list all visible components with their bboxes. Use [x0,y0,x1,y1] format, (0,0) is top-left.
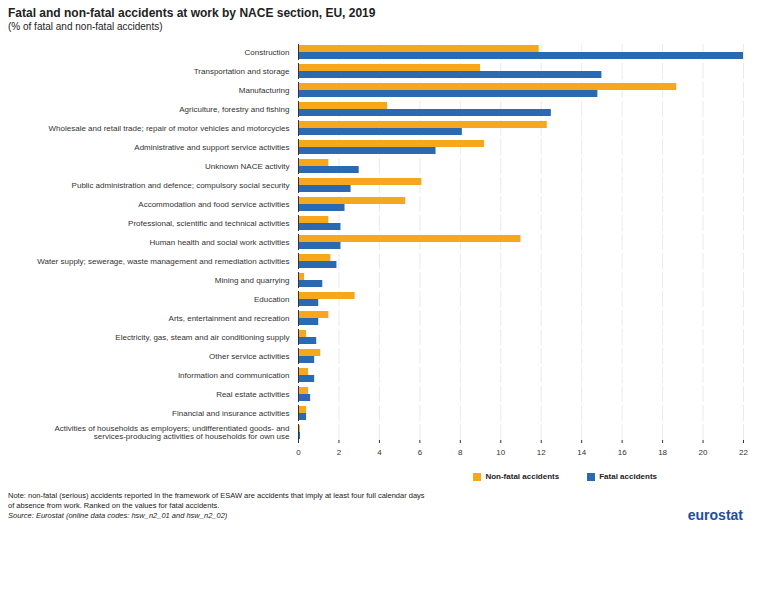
svg-text:Accommodation and food service: Accommodation and food service activitie… [138,200,289,209]
svg-text:0: 0 [296,448,301,457]
svg-text:8: 8 [458,448,463,457]
svg-text:Wholesale and retail trade; re: Wholesale and retail trade; repair of mo… [49,124,290,133]
html-text:(% of fatal and non-fatal acci: (% of fatal and non-fatal accidents) [8,21,163,32]
svg-text:Real estate activities: Real estate activities [216,390,289,399]
svg-text:Professional, scientific and t: Professional, scientific and technical a… [128,219,289,228]
svg-text:Water supply; sewerage, waste: Water supply; sewerage, waste management… [37,257,289,266]
svg-text:Other service activities: Other service activities [209,352,289,361]
html-text:Fatal and non-fatal accidents: Fatal and non-fatal accidents at work by… [8,6,376,20]
svg-text:4: 4 [377,448,382,457]
svg-text:Arts, entertainment and recrea: Arts, entertainment and recreation [169,314,290,323]
svg-text:Education: Education [254,295,290,304]
svg-text:Information and communication: Information and communication [178,371,290,380]
svg-text:Transportation and storage: Transportation and storage [194,67,290,76]
svg-text:20: 20 [699,448,708,457]
svg-text:6: 6 [418,448,423,457]
svg-text:Public administration and defe: Public administration and defence; compu… [72,181,290,190]
svg-text:Unknown NACE activity: Unknown NACE activity [205,162,289,171]
svg-text:22: 22 [739,448,748,457]
svg-text:Administrative and support ser: Administrative and support service activ… [134,143,289,152]
svg-text:Construction: Construction [245,48,290,57]
svg-text:Activities of households as em: Activities of households as employers; u… [54,424,290,441]
svg-text:14: 14 [577,448,586,457]
svg-text:2: 2 [337,448,342,457]
html-text:Non-fatal accidents: Non-fatal accidents [485,472,560,481]
svg-text:12: 12 [537,448,546,457]
svg-text:16: 16 [618,448,627,457]
svg-text:Manufacturing: Manufacturing [239,86,290,95]
html-text:Note: non-fatal (serious) acci: Note: non-fatal (serious) accidents repo… [8,491,425,510]
html-text:eurostat: eurostat [687,507,743,524]
svg-text:Financial and insurance activi: Financial and insurance activities [172,409,289,418]
svg-text:18: 18 [658,448,667,457]
svg-text:10: 10 [496,448,505,457]
html-text:Fatal accidents: Fatal accidents [599,472,657,481]
svg-text:Human health and social work a: Human health and social work activities [149,238,289,247]
svg-text:Agriculture, forestry and fish: Agriculture, forestry and fishing [179,105,289,114]
svg-text:Mining and quarrying: Mining and quarrying [215,276,290,285]
svg-text:Electricity, gas, steam and ai: Electricity, gas, steam and air conditio… [115,333,289,342]
html-text:Source: Eurostat (online data: Source: Eurostat (online data codes: hsw… [8,510,228,520]
